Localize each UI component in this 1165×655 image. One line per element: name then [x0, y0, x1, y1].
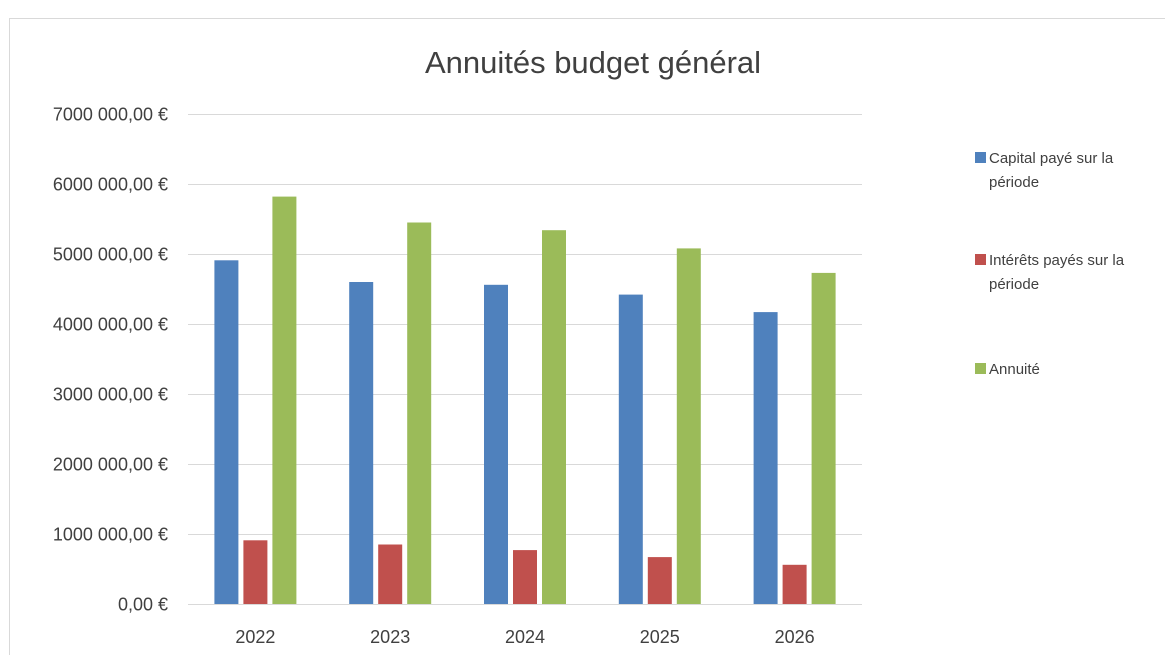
legend-swatch — [975, 254, 986, 265]
y-tick-label: 0,00 € — [118, 595, 168, 615]
bar-2022-series-1 — [214, 260, 239, 604]
bars — [214, 196, 836, 604]
x-tick-label: 2026 — [775, 627, 815, 647]
chart-title: Annuités budget général — [425, 45, 761, 80]
bar-2023-series-1 — [349, 282, 374, 604]
bar-2024-series-2 — [513, 550, 537, 604]
x-tick-label: 2024 — [505, 627, 545, 647]
chart-frame — [9, 18, 1165, 655]
bar-2026-series-1 — [753, 312, 778, 604]
bar-2025-series-3 — [676, 248, 701, 604]
legend-label: Annuité — [989, 361, 1040, 378]
y-tick-label: 4000 000,00 € — [53, 315, 168, 335]
y-tick-label: 3000 000,00 € — [53, 385, 168, 405]
bar-2022-series-3 — [272, 196, 297, 604]
x-axis-tick-labels: 2022 2023 2024 2025 2026 — [235, 627, 814, 647]
legend-label: période — [989, 276, 1039, 293]
bar-2023-series-2 — [378, 544, 403, 604]
legend-swatch — [975, 363, 986, 374]
legend-swatch — [975, 152, 986, 163]
x-tick-label: 2023 — [370, 627, 410, 647]
legend-label: période — [989, 174, 1039, 191]
bar-2022-series-2 — [243, 540, 268, 604]
bar-2024-series-3 — [542, 230, 566, 604]
legend-label: Intérêts payés sur la — [989, 252, 1125, 269]
x-tick-label: 2025 — [640, 627, 680, 647]
legend-label: Capital payé sur la — [989, 150, 1114, 167]
y-tick-label: 5000 000,00 € — [53, 245, 168, 265]
y-tick-label: 7000 000,00 € — [53, 105, 168, 125]
gridlines — [188, 114, 862, 605]
bar-2023-series-3 — [407, 222, 432, 604]
bar-2026-series-2 — [782, 564, 807, 604]
bar-2025-series-2 — [647, 557, 672, 604]
y-tick-label: 6000 000,00 € — [53, 175, 168, 195]
bar-2025-series-1 — [618, 294, 643, 604]
bar-2024-series-1 — [484, 284, 508, 604]
y-tick-label: 1000 000,00 € — [53, 525, 168, 545]
x-tick-label: 2022 — [235, 627, 275, 647]
bar-2026-series-3 — [811, 272, 836, 604]
legend: Capital payé sur la période Intérêts payés… — [975, 150, 1125, 378]
y-tick-label: 2000 000,00 € — [53, 455, 168, 475]
y-axis-tick-labels: 0,00 € 1000 000,00 € 2000 000,00 € 3000 000… — [53, 105, 168, 615]
